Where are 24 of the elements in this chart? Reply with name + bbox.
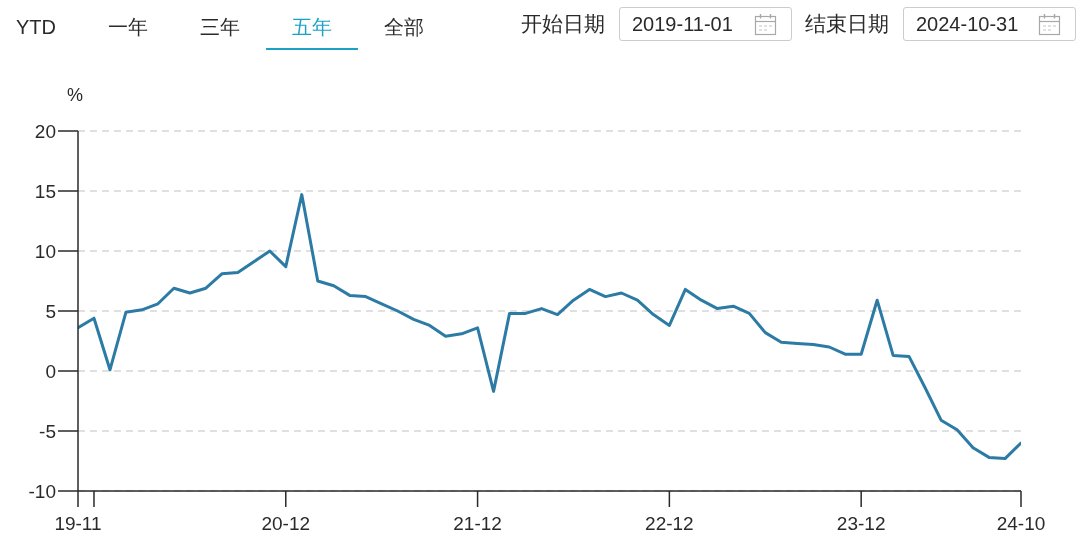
x-tick-label: 20-12 xyxy=(261,513,311,535)
text: 开始日期 xyxy=(521,11,605,37)
y-tick-label: -5 xyxy=(39,420,56,442)
x-tick-label: 19-11 xyxy=(54,513,102,535)
x-tick-label: 22-12 xyxy=(645,513,694,535)
x-tick-label: 23-12 xyxy=(836,513,886,535)
y-axis-title: % xyxy=(67,85,84,105)
y-tick-label: 0 xyxy=(45,360,56,382)
x-tick-label: 21-12 xyxy=(453,513,502,535)
text: 五年 xyxy=(292,16,332,38)
date-input: 2024-10-31 xyxy=(903,7,1076,41)
text: YTD xyxy=(16,16,56,38)
y-tick-label: -10 xyxy=(28,480,56,502)
text: 三年 xyxy=(200,16,240,38)
y-tick-label: 5 xyxy=(45,300,56,322)
text: 结束日期 xyxy=(805,11,889,37)
text: 一年 xyxy=(108,16,148,38)
y-tick-label: 20 xyxy=(34,120,56,142)
y-tick-label: 10 xyxy=(34,240,56,262)
x-tick-label: 24-10 xyxy=(996,513,1046,535)
y-tick-label: 15 xyxy=(34,180,56,202)
line-series xyxy=(78,193,1021,461)
date-input: 2019-11-01 xyxy=(619,7,792,41)
text: 全部 xyxy=(384,16,424,38)
